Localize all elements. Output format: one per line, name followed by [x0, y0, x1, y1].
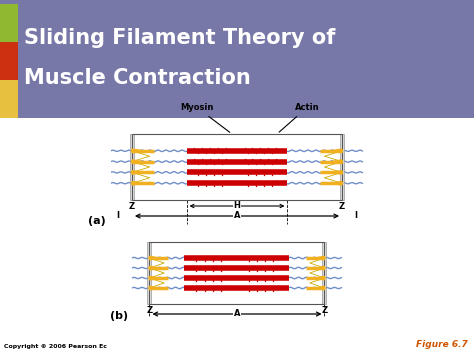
Polygon shape [328, 181, 344, 186]
Text: Actin: Actin [279, 103, 319, 132]
Polygon shape [148, 266, 162, 271]
Polygon shape [148, 256, 162, 261]
Polygon shape [130, 181, 146, 186]
Bar [130, 134, 134, 200]
Text: H: H [234, 202, 240, 211]
Text: I: I [117, 212, 119, 220]
Polygon shape [328, 170, 344, 175]
Polygon shape [328, 159, 344, 164]
Polygon shape [130, 148, 146, 153]
Polygon shape [312, 275, 326, 280]
Text: Copyright © 2006 Pearson Ec: Copyright © 2006 Pearson Ec [4, 344, 107, 349]
Polygon shape [130, 170, 146, 175]
Text: Sliding Filament Theory of: Sliding Filament Theory of [24, 28, 336, 48]
Bar [322, 242, 327, 304]
Polygon shape [312, 256, 326, 261]
Bar [0, 42, 18, 80]
Text: A: A [234, 310, 240, 318]
Polygon shape [312, 266, 326, 271]
Bar [0, 80, 18, 118]
Text: Myosin: Myosin [180, 103, 230, 132]
Text: Muscle Contraction: Muscle Contraction [24, 68, 251, 88]
Text: Z: Z [146, 306, 153, 315]
Text: (b): (b) [110, 311, 128, 321]
Text: Figure 6.7: Figure 6.7 [416, 340, 468, 349]
Text: A: A [234, 212, 240, 220]
Bar [0, 4, 18, 42]
Text: Z: Z [129, 202, 135, 211]
Text: (a): (a) [88, 216, 106, 226]
Bar [340, 134, 344, 200]
Text: Z: Z [321, 306, 328, 315]
Text: I: I [355, 212, 357, 220]
Bar [147, 242, 152, 304]
Text: Z: Z [339, 202, 345, 211]
Polygon shape [148, 285, 162, 290]
Polygon shape [148, 275, 162, 280]
Polygon shape [130, 159, 146, 164]
Polygon shape [312, 285, 326, 290]
Bar [0, 0, 474, 118]
Polygon shape [328, 148, 344, 153]
Bar [149, 242, 325, 304]
Bar [132, 134, 342, 200]
